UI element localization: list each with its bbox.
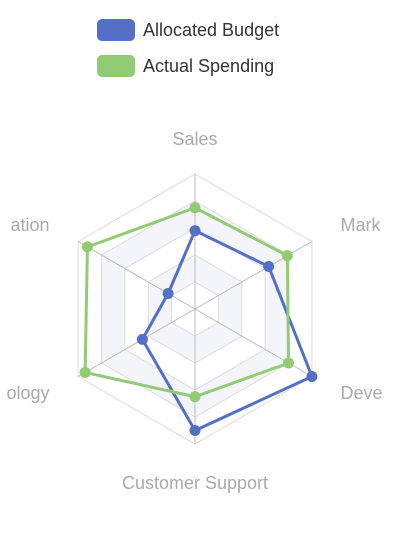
axis-label: Deve — [340, 383, 382, 403]
radar-data-point — [283, 357, 295, 369]
radar-data-point — [136, 333, 148, 345]
legend-label-allocated-budget: Allocated Budget — [143, 19, 280, 40]
axis-label: Mark — [340, 215, 381, 235]
radar-data-point — [281, 250, 293, 262]
radar-data-point — [79, 366, 91, 378]
axis-label: Customer Support — [122, 473, 268, 493]
radar-data-point — [189, 425, 201, 436]
radar-series-allocated-budget — [136, 225, 318, 436]
radar-data-point — [189, 225, 201, 237]
legend-label-actual-spending: Actual Spending — [143, 55, 275, 76]
radar-axis-line — [77, 241, 196, 310]
radar-data-point — [81, 241, 93, 253]
chart-legend: Allocated Budget Actual Spending — [0, 0, 405, 90]
radar-axis-line — [77, 308, 196, 377]
radar-data-point — [263, 260, 275, 272]
radar-data-point — [189, 202, 201, 214]
axis-label: Sales — [172, 129, 217, 149]
radar-data-point — [306, 371, 318, 382]
radar-series — [79, 202, 318, 436]
radar-series-actual-spending — [79, 202, 295, 403]
radar-axis-line — [194, 241, 313, 310]
legend-swatch-allocated-budget — [97, 19, 135, 41]
axis-label: ology — [6, 383, 49, 403]
legend-swatch-actual-spending — [97, 55, 135, 77]
radar-data-point — [162, 287, 174, 299]
legend-item-actual-spending[interactable]: Actual Spending — [97, 54, 274, 78]
radar-data-point — [189, 391, 201, 403]
legend-item-allocated-budget[interactable]: Allocated Budget — [97, 18, 279, 42]
axis-label: ation — [10, 215, 49, 235]
radar-axis-labels: Sales Mark Deve Customer Support ology ation — [6, 129, 382, 493]
